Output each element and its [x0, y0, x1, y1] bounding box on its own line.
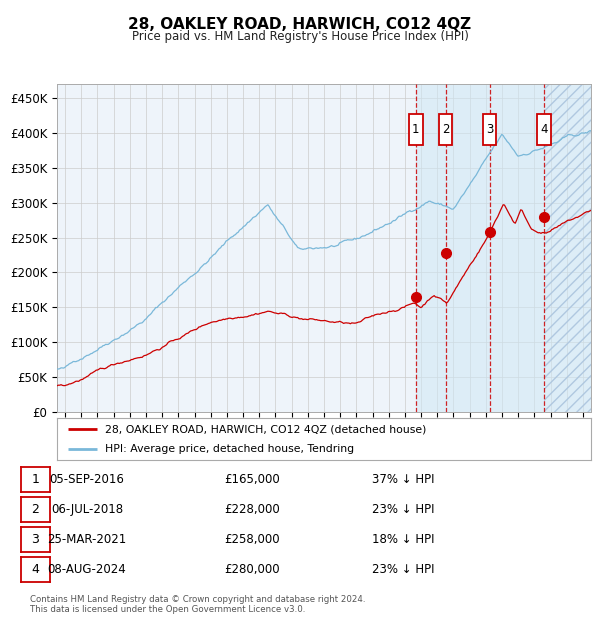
Text: 28, OAKLEY ROAD, HARWICH, CO12 4QZ (detached house): 28, OAKLEY ROAD, HARWICH, CO12 4QZ (deta… [105, 424, 427, 434]
Text: 4: 4 [31, 563, 40, 575]
FancyBboxPatch shape [537, 113, 551, 144]
Text: HPI: Average price, detached house, Tendring: HPI: Average price, detached house, Tend… [105, 444, 354, 454]
FancyBboxPatch shape [409, 113, 422, 144]
Text: This data is licensed under the Open Government Licence v3.0.: This data is licensed under the Open Gov… [30, 604, 305, 614]
Text: 4: 4 [541, 123, 548, 136]
Bar [544, 84, 591, 412]
FancyBboxPatch shape [483, 113, 496, 144]
Text: 1: 1 [31, 474, 40, 486]
Text: £280,000: £280,000 [224, 563, 280, 575]
Text: 2: 2 [442, 123, 449, 136]
Text: 2: 2 [31, 503, 40, 516]
Text: 23% ↓ HPI: 23% ↓ HPI [372, 563, 434, 575]
Text: 18% ↓ HPI: 18% ↓ HPI [372, 533, 434, 546]
Text: 06-JUL-2018: 06-JUL-2018 [51, 503, 123, 516]
Text: 25-MAR-2021: 25-MAR-2021 [47, 533, 127, 546]
Text: 08-AUG-2024: 08-AUG-2024 [47, 563, 127, 575]
Text: £165,000: £165,000 [224, 474, 280, 486]
Text: 3: 3 [486, 123, 493, 136]
Text: Price paid vs. HM Land Registry's House Price Index (HPI): Price paid vs. HM Land Registry's House … [131, 30, 469, 43]
Text: 05-SEP-2016: 05-SEP-2016 [50, 474, 124, 486]
Bar [416, 84, 544, 412]
Text: 37% ↓ HPI: 37% ↓ HPI [372, 474, 434, 486]
Text: Contains HM Land Registry data © Crown copyright and database right 2024.: Contains HM Land Registry data © Crown c… [30, 595, 365, 604]
Text: £228,000: £228,000 [224, 503, 280, 516]
Text: 3: 3 [31, 533, 40, 546]
Bar [544, 84, 591, 412]
FancyBboxPatch shape [439, 113, 452, 144]
Text: 1: 1 [412, 123, 419, 136]
Text: 28, OAKLEY ROAD, HARWICH, CO12 4QZ: 28, OAKLEY ROAD, HARWICH, CO12 4QZ [128, 17, 472, 32]
Text: 23% ↓ HPI: 23% ↓ HPI [372, 503, 434, 516]
Text: £258,000: £258,000 [224, 533, 280, 546]
